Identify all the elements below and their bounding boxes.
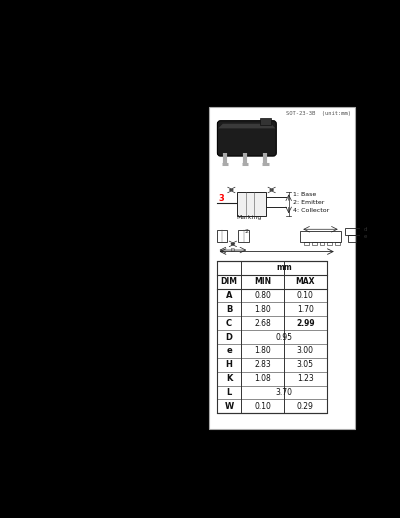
Text: 0.29: 0.29 <box>297 402 314 411</box>
Text: 2.68: 2.68 <box>254 319 271 328</box>
Bar <box>345 228 362 235</box>
Text: 1.80: 1.80 <box>254 305 271 314</box>
FancyBboxPatch shape <box>218 121 276 156</box>
Text: MAX: MAX <box>296 277 315 286</box>
Text: 1.23: 1.23 <box>297 374 314 383</box>
Text: 4: Collector: 4: Collector <box>292 208 329 213</box>
Bar <box>238 230 249 242</box>
Text: 0.10: 0.10 <box>297 291 314 300</box>
Text: C: C <box>226 319 232 328</box>
Text: 3.00: 3.00 <box>297 347 314 355</box>
Bar <box>260 118 271 125</box>
Bar <box>209 107 354 429</box>
Text: 2.99: 2.99 <box>296 319 315 328</box>
Text: D: D <box>226 333 232 341</box>
Text: d: d <box>364 227 367 232</box>
Text: 3.70: 3.70 <box>276 388 292 397</box>
Bar <box>237 192 266 216</box>
Text: 0.10: 0.10 <box>254 402 271 411</box>
Text: 1.70: 1.70 <box>297 305 314 314</box>
Text: L: L <box>226 388 232 397</box>
Text: W: W <box>224 402 234 411</box>
Text: A: A <box>226 291 232 300</box>
Bar <box>312 241 317 244</box>
Bar <box>300 231 341 241</box>
Bar <box>304 241 309 244</box>
Bar <box>217 230 228 242</box>
Bar <box>335 241 340 244</box>
Text: mm: mm <box>276 263 292 272</box>
Bar <box>320 241 324 244</box>
Text: 1.80: 1.80 <box>254 347 271 355</box>
Text: 2: 2 <box>244 229 248 234</box>
Text: K: K <box>226 374 232 383</box>
Text: 0.95: 0.95 <box>276 333 292 341</box>
Text: 1: Base: 1: Base <box>292 192 316 196</box>
Bar <box>217 261 327 413</box>
Text: MIN: MIN <box>254 277 271 286</box>
Text: Marking: Marking <box>237 215 262 220</box>
Text: SOT-23-3B  (unit:mm): SOT-23-3B (unit:mm) <box>286 111 352 117</box>
Bar <box>348 235 356 241</box>
Text: DIM: DIM <box>220 277 238 286</box>
Text: 3: 3 <box>218 194 224 203</box>
Text: e: e <box>364 234 367 239</box>
Text: 2: Emitter: 2: Emitter <box>292 200 324 205</box>
Text: e: e <box>231 242 234 247</box>
Text: B: B <box>226 305 232 314</box>
Text: 1.08: 1.08 <box>254 374 271 383</box>
Polygon shape <box>218 124 276 128</box>
Text: e: e <box>226 347 232 355</box>
Text: 0.80: 0.80 <box>254 291 271 300</box>
Text: D: D <box>231 248 235 253</box>
Text: 2.83: 2.83 <box>254 361 271 369</box>
Bar <box>328 241 332 244</box>
Text: H: H <box>226 361 232 369</box>
Text: 3.05: 3.05 <box>297 361 314 369</box>
